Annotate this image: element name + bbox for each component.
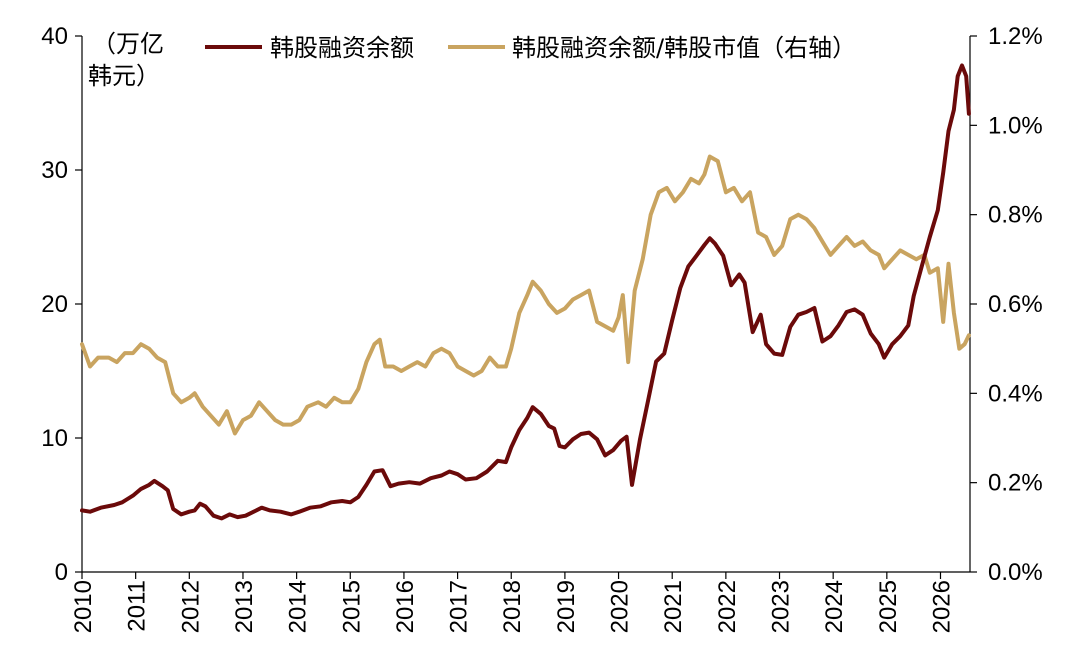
x-tick-label: 2018 (499, 580, 526, 633)
x-tick-label: 2014 (285, 580, 312, 633)
x-tick-label: 2016 (392, 580, 419, 633)
x-tick-label: 2023 (768, 580, 795, 633)
right-y-tick-labels: 0.0% 0.2% 0.4% 0.6% 0.8% 1.0% 1.2% (970, 23, 1043, 586)
left-axis-unit-line2: 韩元） (88, 62, 160, 90)
x-tick-label: 2010 (70, 580, 97, 633)
x-tick-label: 2020 (607, 580, 634, 633)
left-tick-label: 30 (41, 157, 68, 184)
right-tick-label: 0.6% (988, 291, 1043, 318)
left-tick-label: 0 (55, 559, 68, 586)
legend: 韩股融资余额 韩股融资余额/韩股市值（右轴） (205, 34, 856, 62)
series-line-margin-ratio (80, 154, 971, 436)
right-tick-label: 1.0% (988, 112, 1043, 139)
x-tick-labels: 2010 2011 2012 2013 2014 2015 2016 2017 2018 2019… (70, 572, 955, 633)
series-layer (80, 63, 971, 521)
x-tick-label: 2019 (553, 580, 580, 633)
x-tick-label: 2025 (875, 580, 902, 633)
left-tick-label: 40 (41, 23, 68, 50)
legend-item-margin-ratio: 韩股融资余额/韩股市值（右轴） (448, 34, 856, 62)
x-tick-label: 2024 (821, 580, 848, 633)
legend-item-margin-balance: 韩股融资余额 (205, 34, 414, 62)
x-tick-label: 2021 (660, 580, 687, 633)
left-y-tick-labels: 0 10 20 30 40 (41, 23, 82, 586)
right-tick-label: 1.2% (988, 23, 1043, 50)
left-axis-unit-line1: （万亿 (92, 30, 164, 58)
legend-label-margin-balance: 韩股融资余额 (270, 34, 414, 62)
x-tick-label: 2012 (177, 580, 204, 633)
x-tick-label: 2017 (446, 580, 473, 633)
x-tick-label: 2022 (714, 580, 741, 633)
left-tick-label: 10 (41, 425, 68, 452)
right-tick-label: 0.4% (988, 380, 1043, 407)
x-tick-label: 2026 (928, 580, 955, 633)
left-tick-label: 20 (41, 291, 68, 318)
right-tick-label: 0.2% (988, 470, 1043, 497)
axes (81, 36, 971, 573)
x-tick-label: 2011 (124, 580, 151, 632)
right-tick-label: 0.8% (988, 202, 1043, 229)
legend-label-margin-ratio: 韩股融资余额/韩股市值（右轴） (512, 34, 856, 62)
x-tick-label: 2013 (231, 580, 258, 633)
series-line-margin-balance (80, 63, 971, 521)
x-tick-label: 2015 (338, 580, 365, 633)
right-tick-label: 0.0% (988, 559, 1043, 586)
